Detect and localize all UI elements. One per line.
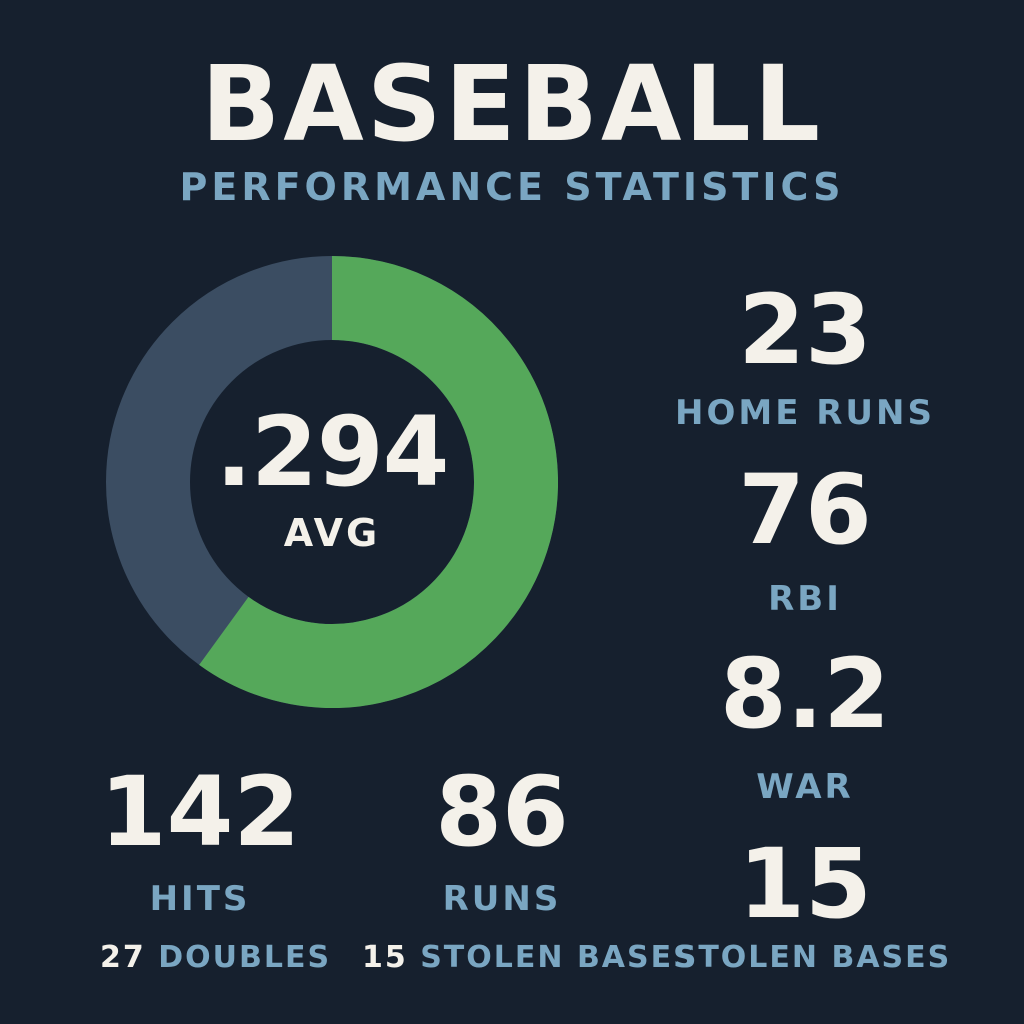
stat-value: 86 [435, 756, 569, 868]
stat-rbi: 76 RBI [640, 462, 970, 616]
stat-war: 8.2 WAR [640, 646, 970, 804]
stat-label: HOME RUNS [675, 393, 935, 433]
avg-display: .294 AVG [106, 256, 558, 708]
stat-value: 8.2 [719, 638, 891, 750]
footer-label: STOLEN BASES [420, 940, 697, 975]
stat-home-runs: 23 HOME RUNS [640, 282, 970, 430]
stat-value: 76 [738, 454, 872, 566]
footer-stolen-bases: 15 STOLEN BASES [362, 943, 697, 973]
avg-donut-svg [106, 256, 558, 708]
stat-stolen-bases-label: STOLEN BASES [640, 943, 986, 973]
stat-label: WAR [756, 767, 854, 807]
stat-label: RUNS [442, 879, 562, 919]
footer-value: 15 [362, 940, 408, 975]
donut-fill-arc [199, 256, 558, 708]
stat-label: STOLEN BASES [674, 940, 952, 975]
stat-runs: 86 RUNS [362, 764, 642, 916]
avg-value: .294 [215, 396, 450, 508]
page-title: BASEBALL [201, 43, 823, 165]
stat-value: 15 [738, 828, 872, 940]
footer-value: 27 [100, 940, 146, 975]
footer-label: DOUBLES [158, 940, 332, 975]
page-subtitle: PERFORMANCE STATISTICS [179, 165, 845, 209]
avg-donut-chart [106, 256, 558, 708]
avg-label: AVG [283, 511, 381, 555]
footer-doubles: 27 DOUBLES [100, 943, 331, 973]
stat-hits: 142 HITS [60, 764, 340, 916]
stat-label: HITS [149, 879, 251, 919]
stat-label: RBI [768, 579, 842, 619]
stat-stolen-bases: 15 [640, 836, 970, 932]
stat-value: 23 [738, 274, 872, 386]
stat-value: 142 [99, 756, 301, 868]
